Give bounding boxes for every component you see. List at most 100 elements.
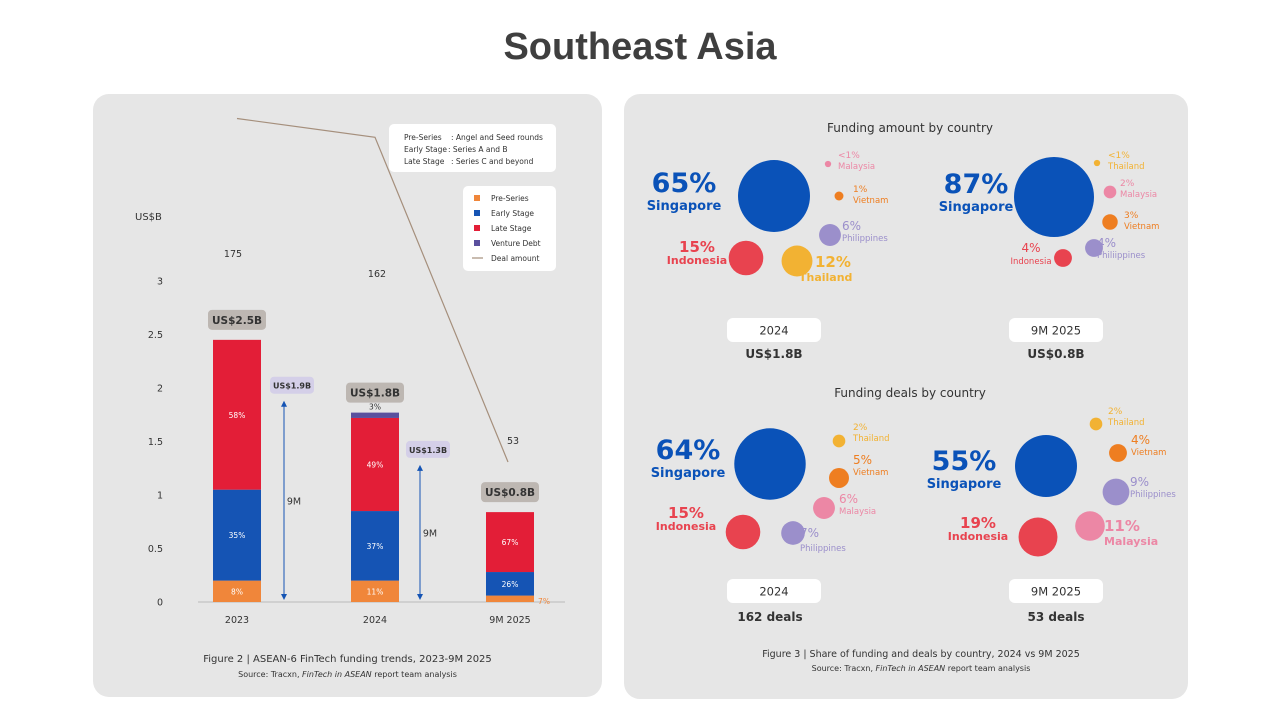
legend-swatch — [474, 225, 480, 231]
y-tick-label: 2.5 — [148, 330, 163, 341]
bubble-malaysia — [813, 497, 835, 519]
period-pill — [1009, 318, 1103, 342]
bar-segment-venture-debt — [351, 412, 399, 418]
period-label: 9M 2025 — [1031, 585, 1081, 599]
bar-segment-pre-series — [213, 580, 261, 602]
bubble-country-label: Singapore — [651, 466, 726, 481]
bubble-malaysia — [1103, 185, 1117, 199]
bubble-country-label: Philiippines — [1097, 251, 1146, 261]
bubble-share-label: 2% — [853, 423, 868, 433]
bar-segment-pre-series — [351, 580, 399, 602]
bubble-philippines — [1102, 478, 1130, 506]
bubble-singapore — [1015, 435, 1077, 497]
bubble-philiippines — [1085, 239, 1103, 257]
funding-trends-panel: Pre-Series : Angel and Seed rounds Early… — [93, 94, 602, 697]
segment-share-label: 7% — [538, 597, 550, 606]
bubble-share-label: 55% — [932, 446, 997, 477]
page-title: Southeast Asia — [503, 26, 777, 68]
bubble-country-label: Indonesia — [667, 254, 727, 267]
arrow-head-down — [417, 594, 423, 600]
bubble-share-label: 6% — [842, 219, 861, 233]
nine-month-badge — [270, 376, 314, 394]
country-share-panel: Funding amount by country Funding deals … — [624, 94, 1188, 699]
segment-share-label: 35% — [229, 531, 246, 540]
nine-month-value-label: US$1.9B — [273, 382, 311, 391]
figure-3-caption: Figure 3 | Share of funding and deals by… — [762, 649, 1080, 660]
bubble-singapore — [734, 428, 806, 500]
bubble-country-label: Vietnam — [853, 468, 888, 478]
bubble-share-label: 64% — [656, 435, 721, 466]
bubble-philippines — [819, 224, 841, 246]
source-prefix: Source: Tracxn, — [812, 664, 876, 673]
bubble-thailand — [832, 434, 846, 448]
period-total-label: 53 deals — [1028, 610, 1085, 624]
bubble-singapore — [1014, 157, 1094, 237]
source-suffix: report team analysis — [945, 664, 1030, 673]
bar-total-label: US$1.8B — [350, 388, 400, 400]
bar-segment-early-stage — [486, 572, 534, 596]
period-pill — [727, 318, 821, 342]
definition-name: Late Stage — [404, 157, 445, 166]
bar-segment-late-stage — [351, 417, 399, 512]
bar-total-badge — [208, 309, 266, 330]
bubble-share-label: 3% — [1124, 211, 1139, 221]
bar-total-badge — [481, 482, 539, 503]
bubble-country-label: Thailand — [1107, 418, 1145, 428]
bubble-country-label: Malaysia — [838, 162, 875, 172]
y-tick-label: 2 — [157, 384, 163, 395]
bubble-country-label: Philippines — [800, 544, 846, 554]
nine-month-period-label: 9M — [423, 528, 437, 539]
bar-total-label: US$0.8B — [485, 487, 535, 499]
segment-share-label: 8% — [231, 587, 243, 596]
legend-swatch — [474, 195, 480, 201]
bar-segment-pre-series — [486, 595, 534, 602]
bubble-share-label: 15% — [679, 238, 715, 256]
bubble-share-label: 1% — [853, 185, 868, 195]
funding-amount-title: Funding amount by country — [827, 121, 993, 135]
period-pill — [1009, 579, 1103, 603]
bubble-indonesia — [728, 240, 764, 276]
bar-segment-early-stage — [351, 511, 399, 581]
x-tick-label: 2024 — [363, 615, 387, 626]
definition-desc: : Angel and Seed rounds — [451, 133, 543, 142]
chart-legend — [463, 186, 556, 271]
bubble-share-label: <1% — [838, 151, 860, 161]
period-label: 2024 — [759, 324, 788, 338]
figure-2-caption: Figure 2 | ASEAN-6 FinTech funding trend… — [203, 654, 492, 665]
definition-name: Pre-Series — [404, 133, 442, 142]
segment-share-label: 11% — [367, 587, 384, 596]
bubble-country-label: Malaysia — [1104, 535, 1158, 548]
nine-month-badge — [406, 440, 450, 458]
legend-entry: Late Stage — [491, 224, 532, 233]
segment-share-label: 58% — [229, 411, 246, 420]
bubble-country-label: Singapore — [939, 200, 1014, 215]
bubble-vietnam — [1102, 214, 1118, 230]
bubble-indonesia — [1018, 517, 1058, 557]
definition-desc: : Series A and B — [448, 145, 508, 154]
bubble-country-label: Vietnam — [853, 196, 888, 206]
legend-entry: Deal amount — [491, 254, 539, 263]
bubble-malaysia — [1075, 511, 1105, 541]
bar-segment-late-stage — [213, 339, 261, 490]
bubble-vietnam — [834, 191, 844, 201]
bubble-country-label: Thailand — [1107, 162, 1145, 172]
bubble-vietnam — [829, 468, 849, 488]
deal-count-label: 175 — [224, 249, 242, 260]
period-pill — [727, 579, 821, 603]
legend-swatch — [474, 240, 480, 246]
stage-definition-row: Early Stage : Series A and B — [404, 145, 508, 154]
bubble-share-label: 4% — [1097, 236, 1116, 250]
y-tick-label: 1 — [157, 491, 163, 502]
deal-count-label: 53 — [507, 436, 519, 447]
y-tick-label: 0 — [157, 598, 163, 609]
legend-entry: Pre-Series — [491, 194, 529, 203]
bubble-country-label: Thailand — [799, 271, 852, 284]
legend-entry: Early Stage — [491, 209, 534, 218]
bubble-country-label: Singapore — [927, 477, 1002, 492]
segment-share-label: 67% — [502, 538, 519, 547]
segment-share-label: 37% — [367, 542, 384, 551]
bubble-thailand — [781, 245, 813, 277]
source-suffix: report team analysis — [372, 670, 457, 679]
bar-total-badge — [346, 382, 404, 403]
nine-month-period-label: 9M — [287, 496, 301, 507]
